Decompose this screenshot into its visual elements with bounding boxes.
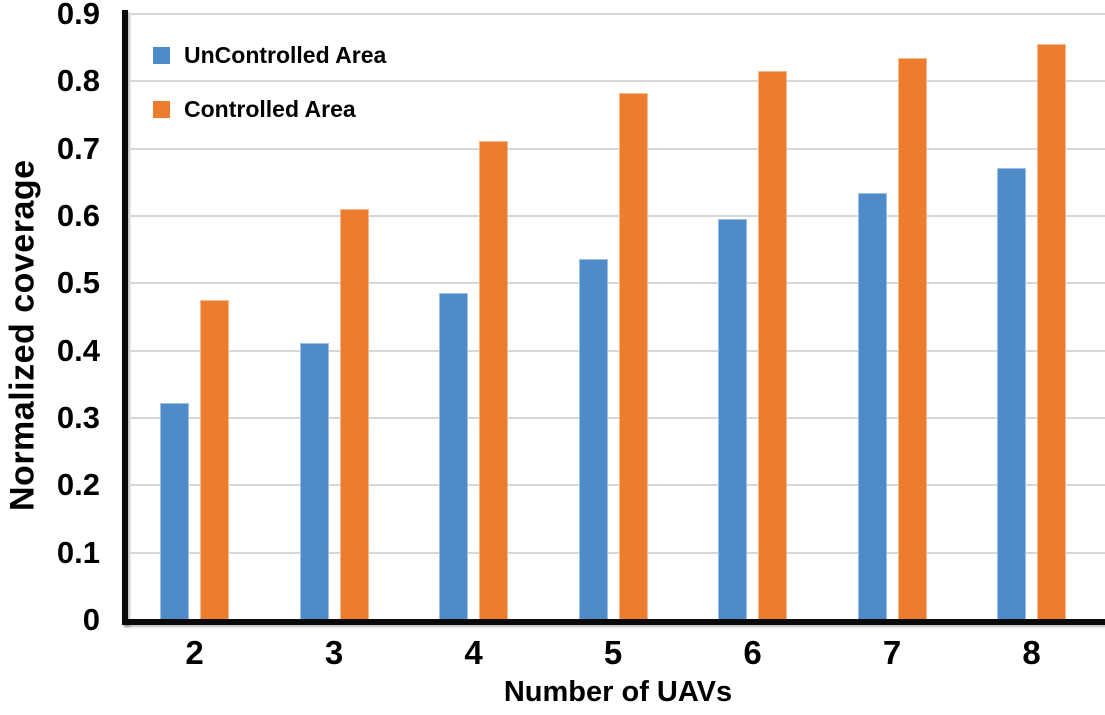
bar-uncontrolled-area-7 — [857, 193, 887, 620]
bar-controlled-area-7 — [897, 58, 927, 620]
bar-uncontrolled-area-3 — [299, 342, 329, 620]
y-tick-label: 0.1 — [56, 534, 100, 570]
gridline — [131, 13, 1105, 15]
bar-uncontrolled-area-2 — [160, 403, 189, 620]
bar-uncontrolled-area-5 — [578, 259, 608, 620]
bar-controlled-area-8 — [1037, 44, 1066, 620]
gridline — [131, 551, 1105, 554]
bar-controlled-area-5 — [618, 93, 648, 620]
gridline — [131, 215, 1105, 217]
legend-item-controlled: Controlled Area — [153, 96, 386, 122]
y-tick-label: 0.4 — [56, 332, 100, 368]
gridline — [131, 484, 1105, 487]
gridline — [131, 349, 1105, 352]
y-tick-label: 0 — [82, 602, 100, 637]
y-tick-label: 0.9 — [56, 0, 100, 31]
legend-label: UnControlled Area — [184, 41, 387, 68]
bar-controlled-area-3 — [339, 209, 369, 620]
bar-uncontrolled-area-8 — [997, 168, 1026, 620]
bar-controlled-area-2 — [200, 300, 229, 620]
legend-label: Controlled Area — [184, 95, 356, 122]
gridline — [131, 417, 1105, 419]
bar-uncontrolled-area-6 — [718, 219, 747, 620]
controlled-swatch-icon — [153, 100, 170, 118]
bar-controlled-area-4 — [479, 141, 508, 620]
x-tick-label: 8 — [1022, 634, 1041, 671]
bar-uncontrolled-area-4 — [439, 292, 468, 620]
gridline — [131, 147, 1105, 150]
gridline — [131, 80, 1105, 83]
y-tick-label: 0.3 — [56, 400, 100, 435]
x-tick-label: 5 — [603, 634, 623, 671]
x-tick-label: 7 — [882, 634, 902, 671]
x-tick-label: 2 — [185, 634, 204, 671]
x-tick-label: 4 — [464, 634, 483, 671]
bar-controlled-area-6 — [758, 71, 787, 620]
y-tick-label: 0.5 — [56, 265, 100, 301]
y-tick-label: 0.7 — [56, 130, 100, 166]
y-axis-line — [122, 10, 128, 625]
x-tick-label: 6 — [743, 634, 762, 671]
legend: UnControlled Area Controlled Area — [153, 42, 386, 150]
legend-item-uncontrolled: UnControlled Area — [153, 42, 386, 68]
x-axis-title: Number of UAVs — [503, 676, 733, 708]
y-tick-label: 0.8 — [56, 63, 100, 99]
plot-area: UnControlled Area Controlled Area — [131, 13, 1105, 620]
x-tick-label: 3 — [324, 634, 344, 671]
y-tick-label: 0.6 — [56, 198, 100, 233]
y-tick-label: 0.2 — [56, 467, 100, 503]
gridline — [131, 282, 1105, 285]
uncontrolled-swatch-icon — [153, 46, 170, 64]
x-axis-line — [122, 619, 1105, 625]
